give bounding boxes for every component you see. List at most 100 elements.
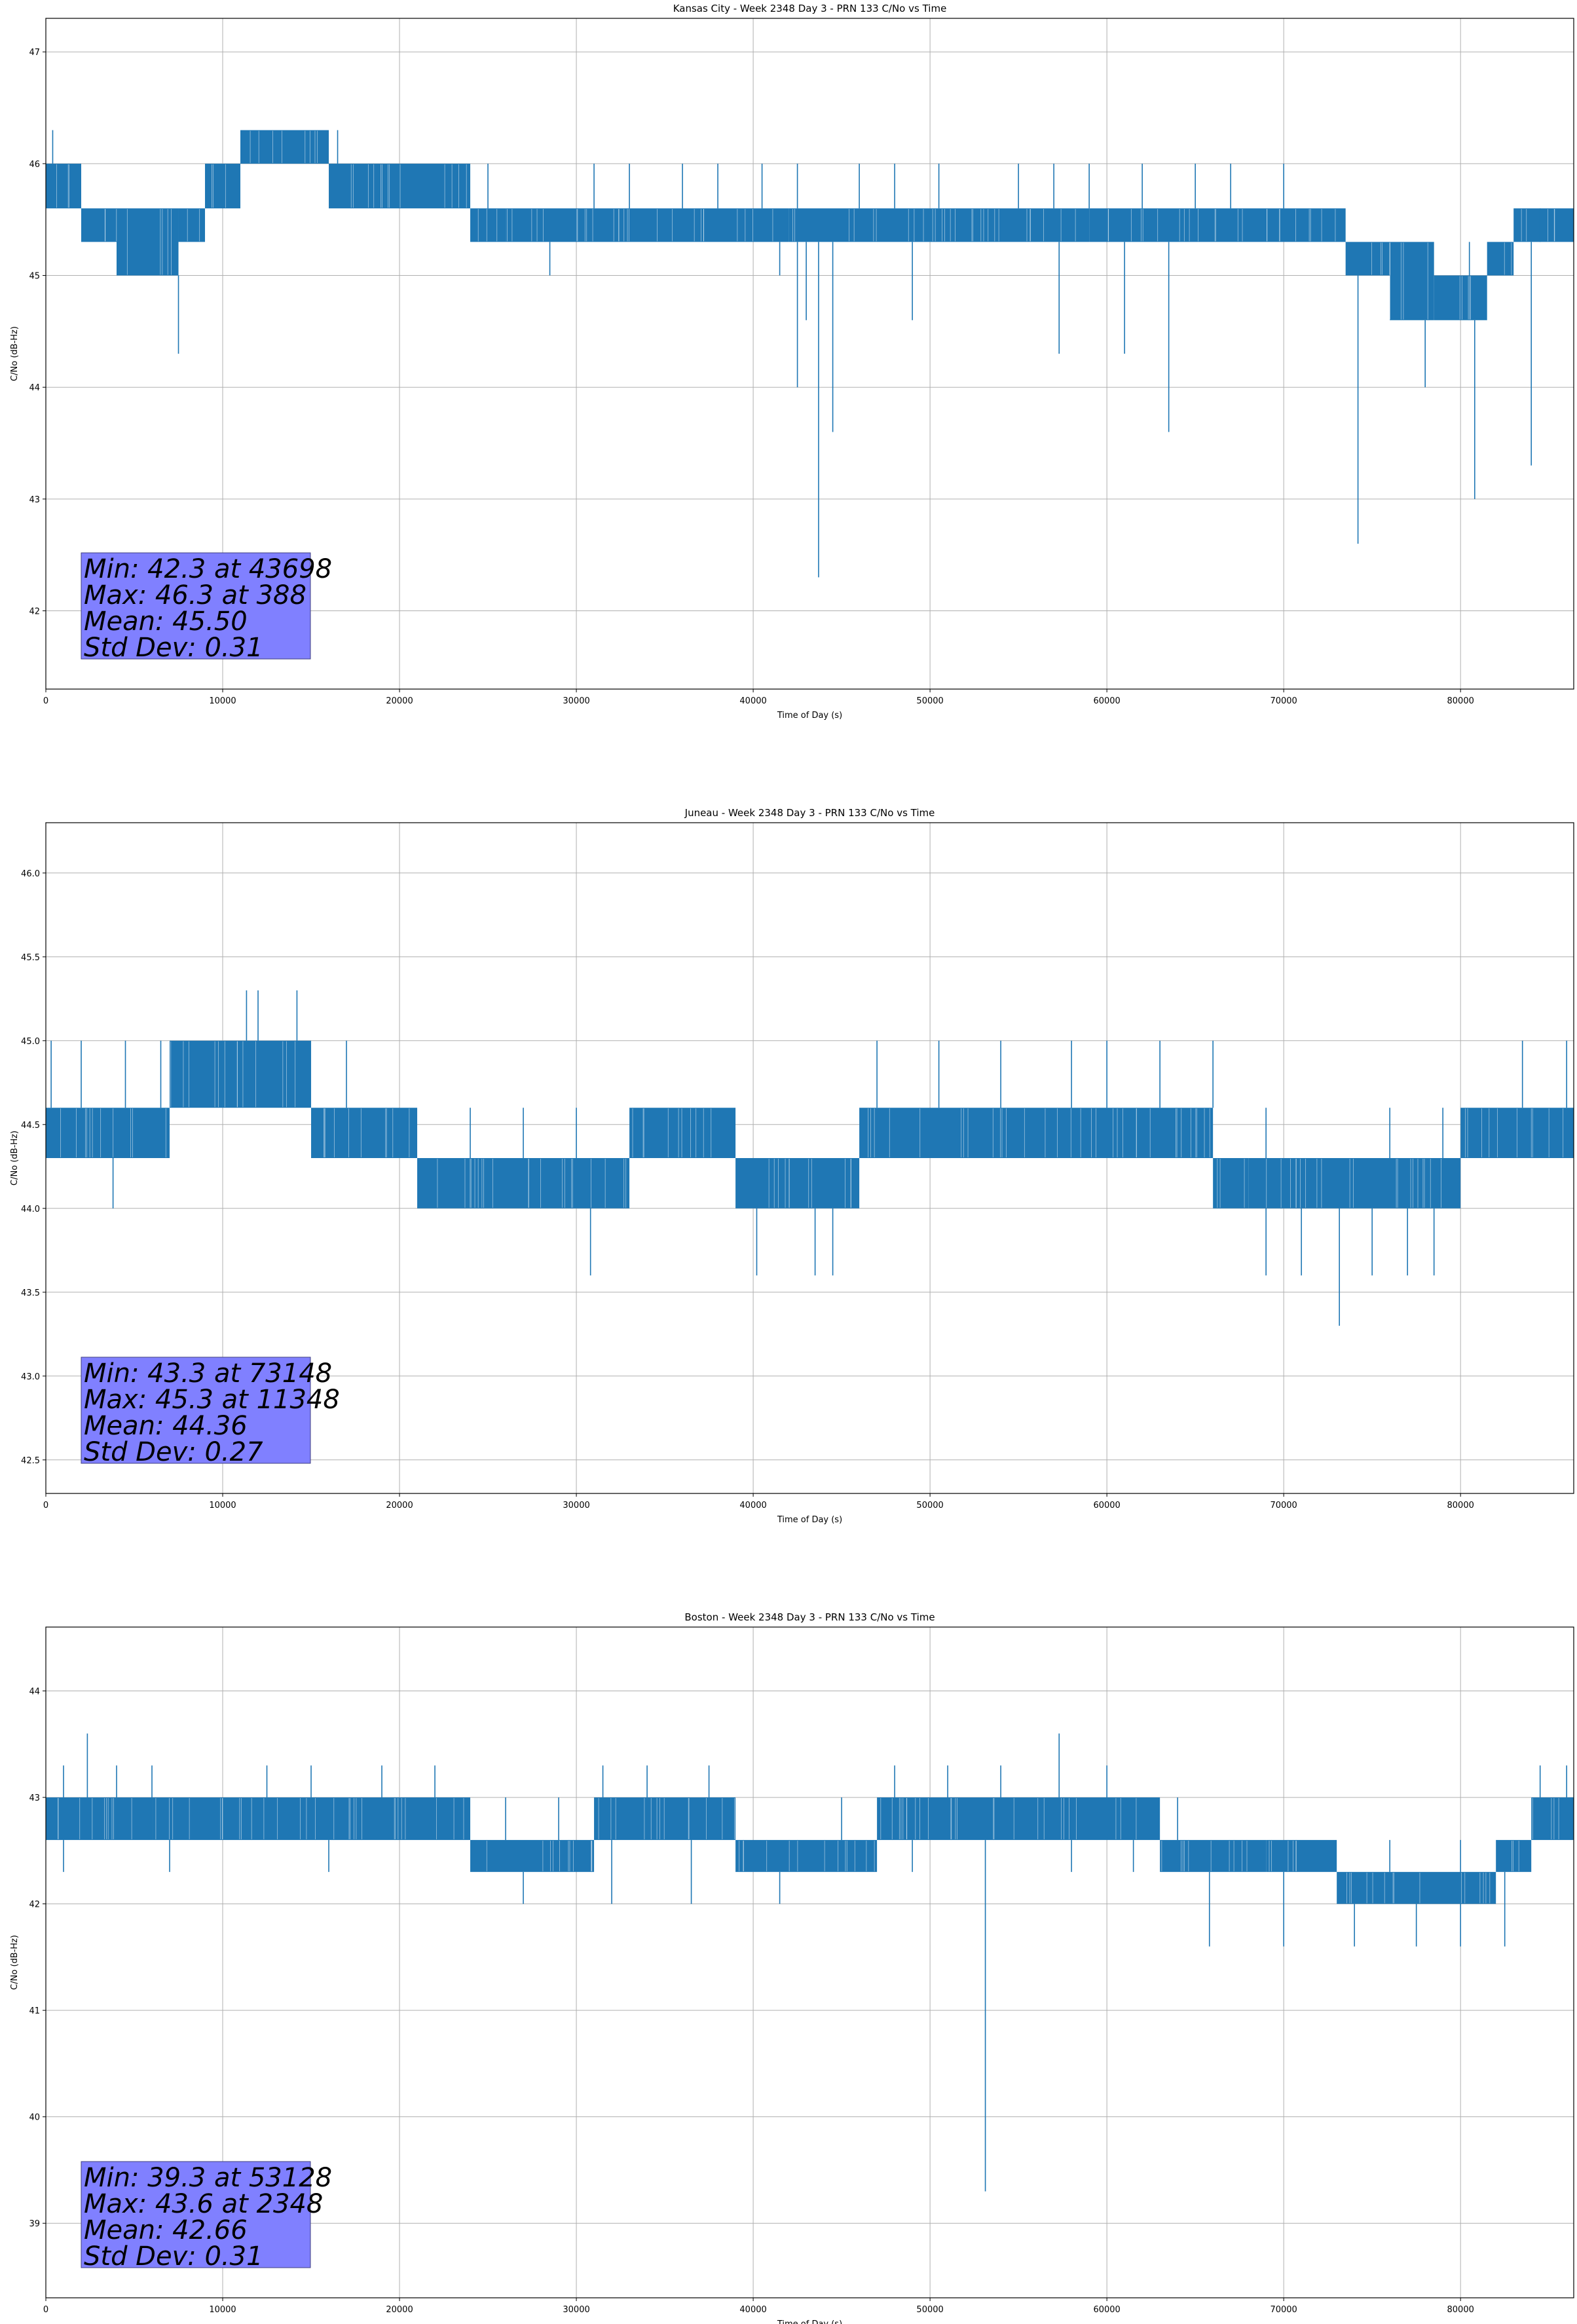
y-tick-label: 41 xyxy=(29,2006,40,2016)
x-axis-label: Time of Day (s) xyxy=(777,1515,842,1525)
x-tick-label: 40000 xyxy=(739,1501,766,1510)
data-band-16 xyxy=(1487,242,1514,276)
data-band-10 xyxy=(788,208,1090,242)
x-tick-label: 20000 xyxy=(386,2305,413,2315)
x-tick-label: 70000 xyxy=(1270,696,1297,706)
plot-frame xyxy=(45,1626,1574,2298)
x-tick-label: 40000 xyxy=(739,696,766,706)
x-tick-label: 0 xyxy=(43,1501,48,1510)
y-tick-label: 43.0 xyxy=(21,1372,40,1382)
y-tick-label: 46.0 xyxy=(21,869,40,879)
stats-line-4: Std Dev: 0.27 xyxy=(84,1437,263,1467)
y-tick-label: 44 xyxy=(29,383,40,393)
data-band-11 xyxy=(1496,1840,1532,1872)
x-tick-label: 0 xyxy=(43,2305,48,2315)
chart-title: Kansas City - Week 2348 Day 3 - PRN 133 … xyxy=(673,3,947,14)
data-band-7 xyxy=(877,1797,1160,1841)
chart-title: Juneau - Week 2348 Day 3 - PRN 133 C/No … xyxy=(684,807,935,819)
data-band-2 xyxy=(152,1797,241,1841)
stats-line-3: Mean: 44.36 xyxy=(84,1411,248,1441)
y-tick-label: 44.0 xyxy=(21,1205,40,1214)
series-line xyxy=(46,130,1574,578)
data-band-1 xyxy=(46,163,82,209)
series-line xyxy=(46,990,1574,1326)
y-axis-label: C/No (dB-Hz) xyxy=(10,1131,20,1186)
data-band-9 xyxy=(506,208,789,242)
plot-frame xyxy=(45,18,1574,690)
stats-box-background xyxy=(81,1357,311,1464)
x-tick-label: 70000 xyxy=(1270,2305,1297,2315)
x-tick-label: 70000 xyxy=(1270,1501,1297,1510)
data-band-12 xyxy=(1310,208,1346,242)
y-tick-label: 42 xyxy=(29,607,40,617)
stats-line-3: Mean: 42.66 xyxy=(84,2215,248,2245)
y-tick-label: 43 xyxy=(29,1793,40,1803)
y-tick-label: 43 xyxy=(29,495,40,505)
y-tick-label: 40 xyxy=(29,2113,40,2123)
y-tick-label: 46 xyxy=(29,160,40,170)
data-band-3 xyxy=(117,208,179,276)
data-band-2 xyxy=(81,208,117,242)
stats-line-4: Std Dev: 0.31 xyxy=(84,633,263,663)
chart-title: Boston - Week 2348 Day 3 - PRN 133 C/No … xyxy=(684,1611,935,1623)
chart-panel-3: 0 10000 20000 30000 40000 50000 60000 70000 8000… xyxy=(10,1611,1574,2324)
y-tick-label: 44.5 xyxy=(21,1121,40,1131)
data-band-9 xyxy=(1248,1158,1461,1209)
y-tick-label: 45 xyxy=(29,272,40,282)
stats-box-background xyxy=(81,552,311,660)
stats-line-1: Min: 43.3 at 73148 xyxy=(84,1359,332,1389)
data-band-5 xyxy=(594,1797,736,1841)
x-tick-label: 10000 xyxy=(209,2305,236,2315)
data-band-7 xyxy=(329,163,471,209)
stats-line-2: Max: 43.6 at 2348 xyxy=(84,2189,323,2219)
data-band-1 xyxy=(46,1797,153,1841)
x-tick-label: 30000 xyxy=(563,2305,589,2315)
data-band-10 xyxy=(1337,1871,1496,1904)
data-band-17 xyxy=(1513,208,1574,242)
x-axis-label: Time of Day (s) xyxy=(777,2319,842,2324)
data-band-11 xyxy=(1089,208,1310,242)
x-tick-label: 50000 xyxy=(916,1501,943,1510)
data-band-6 xyxy=(735,1158,860,1209)
x-tick-label: 60000 xyxy=(1093,1501,1120,1510)
data-band-5 xyxy=(629,1108,736,1158)
y-axis-label: C/No (dB-Hz) xyxy=(10,326,20,381)
stats-box-background xyxy=(81,2161,311,2268)
x-tick-label: 60000 xyxy=(1093,2305,1120,2315)
y-axis-label: C/No (dB-Hz) xyxy=(10,1935,20,1990)
x-tick-label: 80000 xyxy=(1447,1501,1474,1510)
x-tick-label: 40000 xyxy=(739,2305,766,2315)
data-band-4 xyxy=(178,208,206,242)
stats-line-1: Min: 42.3 at 43698 xyxy=(84,554,332,584)
data-band-1 xyxy=(46,1108,170,1158)
data-band-9 xyxy=(1266,1840,1337,1872)
x-tick-label: 10000 xyxy=(209,1501,236,1510)
y-tick-label: 47 xyxy=(29,48,40,58)
plot-frame xyxy=(45,822,1574,1494)
x-tick-label: 20000 xyxy=(386,696,413,706)
data-band-12 xyxy=(1531,1797,1574,1841)
x-tick-label: 0 xyxy=(43,696,48,706)
x-axis-label: Time of Day (s) xyxy=(777,711,842,721)
chart-panel-2: 0 10000 20000 30000 40000 50000 60000 70000 8000… xyxy=(10,807,1574,1525)
stats-line-2: Max: 45.3 at 11348 xyxy=(84,1385,340,1415)
x-tick-label: 60000 xyxy=(1093,696,1120,706)
data-band-6 xyxy=(735,1840,878,1872)
y-tick-label: 42 xyxy=(29,1900,40,1910)
data-band-8 xyxy=(1213,1158,1249,1209)
data-band-5 xyxy=(205,163,241,209)
x-tick-label: 50000 xyxy=(916,2305,943,2315)
y-tick-label: 45.0 xyxy=(21,1037,40,1047)
x-tick-label: 10000 xyxy=(209,696,236,706)
data-band-15 xyxy=(1434,275,1487,320)
data-band-6 xyxy=(240,130,329,164)
chart-panel-1: 0 10000 20000 30000 40000 50000 60000 70000 8000… xyxy=(10,3,1574,721)
y-tick-label: 42.5 xyxy=(21,1456,40,1466)
stats-line-1: Min: 39.3 at 53128 xyxy=(84,2163,332,2193)
y-tick-label: 43.5 xyxy=(21,1288,40,1298)
x-tick-label: 80000 xyxy=(1447,2305,1474,2315)
data-band-8 xyxy=(1160,1840,1267,1872)
data-band-2 xyxy=(170,1040,312,1108)
